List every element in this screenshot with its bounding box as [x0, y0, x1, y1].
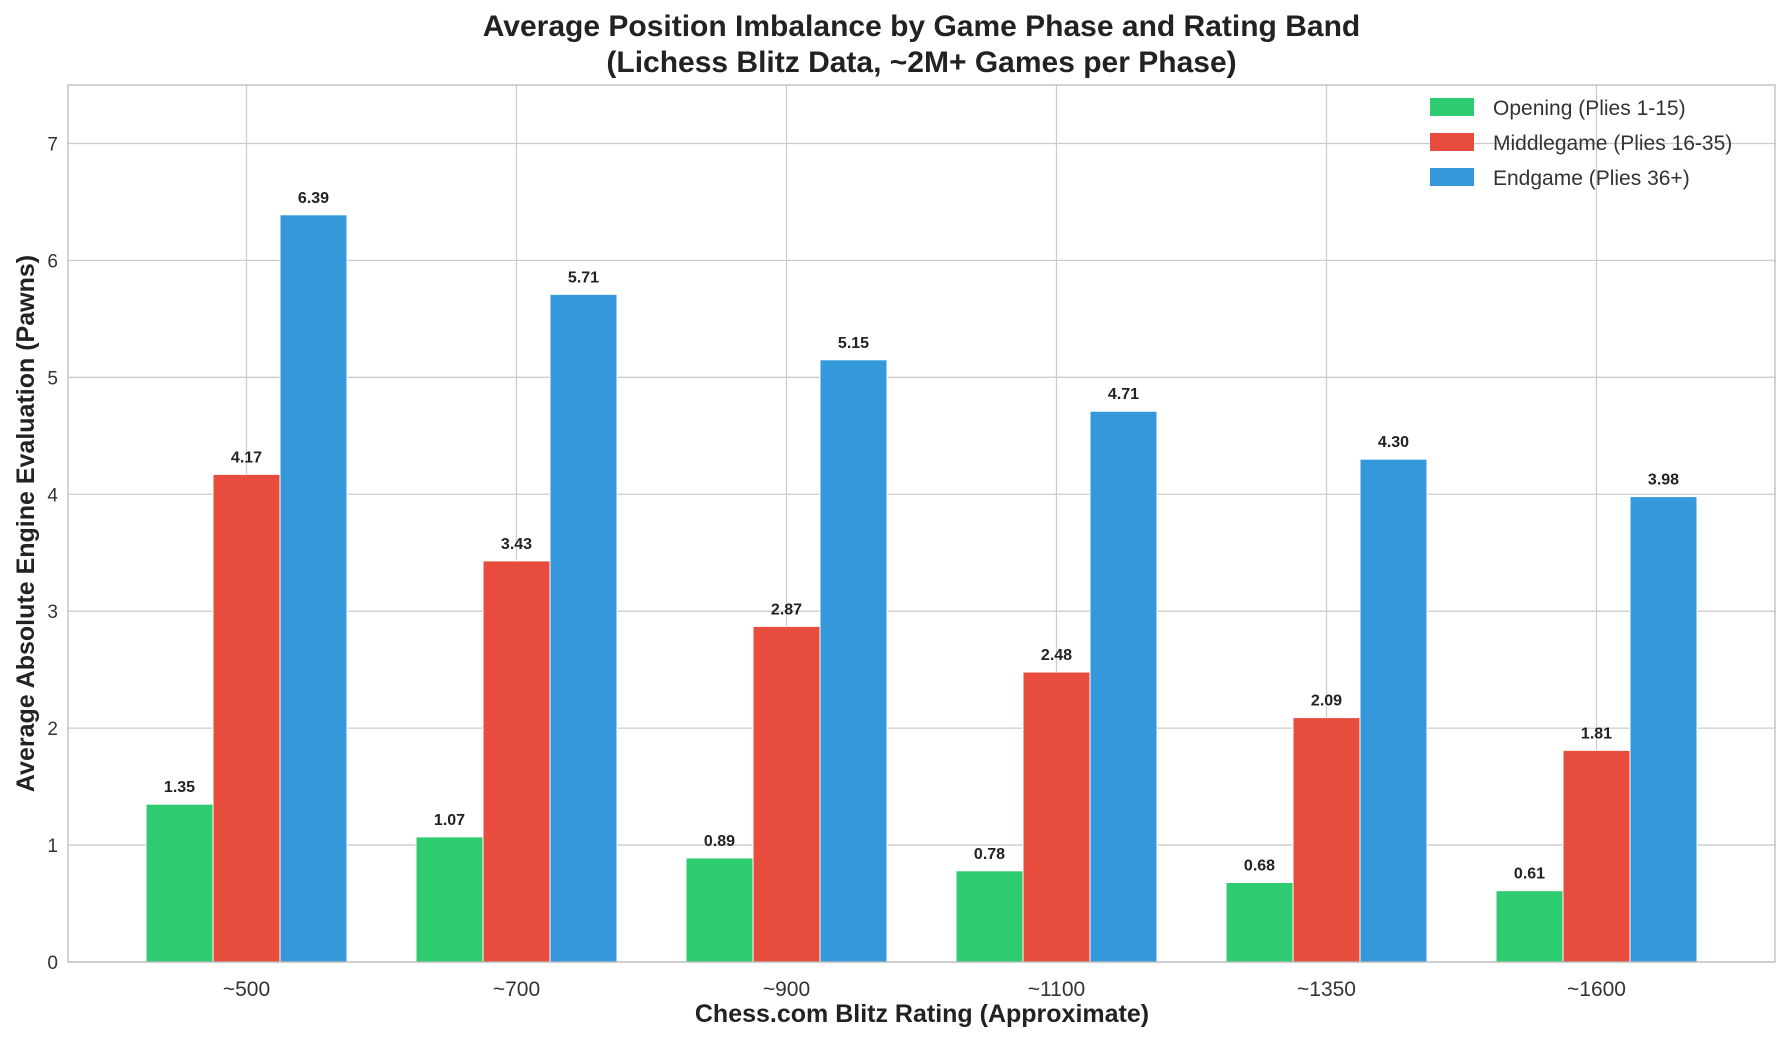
data-label: 0.78	[974, 846, 1005, 863]
bar-opening-3	[955, 870, 1024, 963]
x-tick-label: ~900	[763, 978, 810, 1001]
bar-opening-1	[415, 836, 484, 963]
y-tick-label: 5	[47, 368, 58, 389]
data-label: 2.09	[1311, 693, 1342, 710]
bar-middlegame-0	[212, 473, 281, 963]
y-axis-label: Average Absolute Engine Evaluation (Pawn…	[12, 255, 40, 792]
data-label: 1.07	[434, 812, 465, 829]
x-axis-label: Chess.com Blitz Rating (Approximate)	[695, 1000, 1149, 1028]
data-label: 4.30	[1378, 434, 1409, 451]
bar-opening-5	[1495, 890, 1564, 963]
y-tick-label: 4	[47, 485, 58, 506]
x-tick-label: ~500	[223, 978, 270, 1001]
y-tick-label: 7	[47, 134, 58, 155]
legend: Opening (Plies 1-15) Middlegame (Plies 16…	[1430, 97, 1732, 190]
x-tick-labels: ~500 ~700 ~900 ~1100 ~1350 ~1600	[223, 978, 1626, 1001]
data-label: 1.35	[164, 779, 195, 796]
data-label: 0.61	[1514, 866, 1545, 883]
data-label: 0.89	[704, 833, 735, 850]
chart-title: Average Position Imbalance by Game Phase…	[483, 10, 1360, 43]
bar-endgame-2	[819, 359, 888, 963]
legend-label: Middlegame (Plies 16-35)	[1493, 132, 1732, 155]
legend-label: Endgame (Plies 36+)	[1493, 167, 1690, 190]
bar-opening-0	[145, 803, 214, 963]
bars-layer	[145, 214, 1698, 963]
bar-endgame-4	[1359, 458, 1428, 963]
chart-subtitle: (Lichess Blitz Data, ~2M+ Games per Phas…	[606, 46, 1236, 79]
data-label: 4.17	[231, 449, 262, 466]
bar-endgame-3	[1089, 410, 1158, 963]
legend-swatch	[1430, 168, 1474, 186]
data-label: 2.87	[771, 601, 802, 618]
data-label: 5.15	[838, 335, 869, 352]
legend-swatch	[1430, 98, 1474, 116]
data-label: 5.71	[568, 269, 599, 286]
data-label: 3.43	[501, 536, 532, 553]
y-tick-label: 2	[47, 719, 58, 740]
bar-endgame-0	[279, 214, 348, 963]
legend-label: Opening (Plies 1-15)	[1493, 97, 1686, 120]
y-tick-label: 0	[47, 953, 58, 974]
data-label: 4.71	[1108, 386, 1139, 403]
y-tick-label: 1	[47, 836, 58, 857]
x-tick-label: ~700	[493, 978, 540, 1001]
bar-middlegame-1	[482, 560, 551, 963]
bar-endgame-5	[1629, 496, 1698, 963]
bar-opening-4	[1225, 881, 1294, 963]
bar-opening-2	[685, 857, 754, 963]
x-tick-label: ~1100	[1028, 978, 1085, 1001]
x-tick-label: ~1600	[1567, 978, 1626, 1001]
bar-middlegame-5	[1562, 749, 1631, 963]
bar-middlegame-4	[1292, 717, 1361, 963]
data-label: 0.68	[1244, 857, 1275, 874]
bar-middlegame-2	[752, 625, 821, 963]
data-label: 1.81	[1581, 725, 1612, 742]
data-label: 6.39	[298, 190, 329, 207]
bar-middlegame-3	[1022, 671, 1091, 963]
bar-endgame-1	[549, 293, 618, 963]
y-tick-label: 6	[47, 251, 58, 272]
legend-swatch	[1430, 133, 1474, 151]
data-label: 3.98	[1648, 472, 1679, 489]
x-tick-label: ~1350	[1297, 978, 1356, 1001]
data-labels: 1.35 1.07 0.89 0.78 0.68 0.61 4.17 3.43 2.87 2.48…	[164, 190, 1679, 883]
y-tick-label: 3	[47, 602, 58, 623]
plot-frame	[67, 84, 1776, 963]
y-tick-labels: 0 1 2 3 4 5 6 7	[47, 134, 58, 974]
data-label: 2.48	[1041, 647, 1072, 664]
